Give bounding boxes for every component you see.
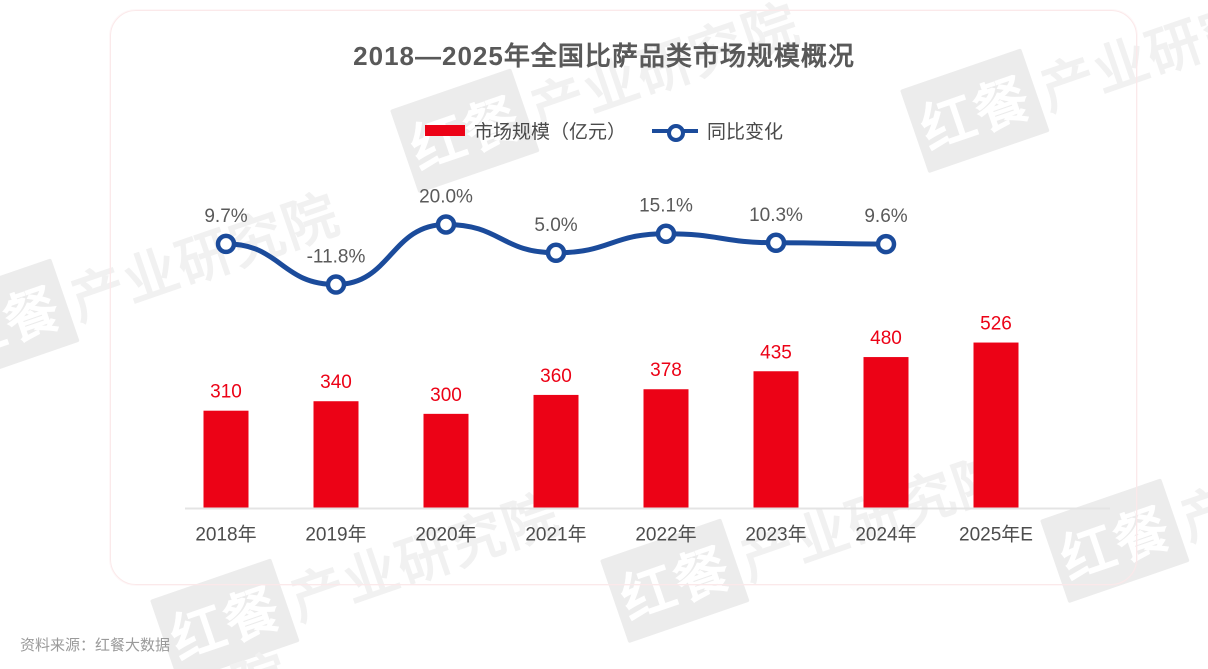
category-label: 2019年 [305,524,366,546]
bar-2020年 [423,413,469,509]
category-label: 2023年 [745,524,806,546]
bar-value-label: 340 [320,372,352,393]
line-marker [545,242,567,264]
category-label: 2022年 [635,524,696,546]
watermark-rest-text: 产业研究院 [1173,403,1208,552]
legend-label: 同比变化 [707,122,784,143]
category-label: 2018年 [195,524,256,546]
legend-item-market-size[interactable]: 市场规模（亿元） [424,117,626,144]
line-marker [435,214,457,235]
category-label: 2025年E [959,524,1033,546]
bar-value-label: 480 [870,328,902,349]
category-labels-group: 2018年 2019年 2020年 2021年 2022年 2023年 2024年 2025年… [195,524,1033,546]
line-marker [875,233,897,255]
category-label: 2024年 [855,524,916,546]
bar-2018年 [203,410,249,509]
category-label: 2020年 [415,524,476,546]
bar-2023年 [753,371,799,509]
bar-value-label: 360 [540,366,572,387]
line-circle-swatch-icon [652,123,698,142]
bar-value-label: 310 [210,382,242,403]
bars-group: 310 340 300 360 378 435 480 526 [203,314,1019,509]
yoy-value-label: -11.8% [307,247,366,268]
bar-2025年E [973,342,1019,509]
legend-item-yoy-change[interactable]: 同比变化 [652,117,783,144]
line-marker [215,233,237,255]
yoy-value-label: 9.7% [204,206,247,227]
bar-value-label: 526 [980,314,1012,335]
yoy-value-label: 9.6% [864,206,907,227]
category-label: 2021年 [525,524,586,546]
line-series-group: 9.7% -11.8% 20.0% 5.0% 15.1% 10.3% 9.6% [204,186,908,295]
chart-legend: 市场规模（亿元） 同比变化 [0,117,1208,144]
line-marker [325,274,347,295]
yoy-value-label: 10.3% [749,205,803,226]
line-marker [765,232,787,254]
plot-area: 310 340 300 360 378 435 480 526 9.7% -11.8% 20.0%… [110,10,1135,583]
bar-2021年 [533,394,579,509]
bar-swatch-icon [424,125,465,136]
bar-2019年 [313,401,359,509]
watermark-box-text: 红餐 [0,258,80,384]
bar-value-label: 378 [650,360,682,381]
bar-2024年 [863,357,909,509]
line-marker [655,223,677,244]
yoy-value-label: 15.1% [639,196,693,217]
source-note: 资料来源：红餐大数据 [20,637,171,654]
bar-value-label: 435 [760,342,792,363]
bar-value-label: 300 [430,385,462,406]
bar-2022年 [643,389,689,509]
chart-svg: 310 340 300 360 378 435 480 526 9.7% -11.8% 20.0%… [185,186,1110,546]
yoy-value-label: 20.0% [419,186,473,207]
yoy-value-label: 5.0% [534,215,577,236]
legend-label: 市场规模（亿元） [473,122,626,143]
page-title: 2018—2025年全国比萨品类市场规模概况 [353,41,855,71]
